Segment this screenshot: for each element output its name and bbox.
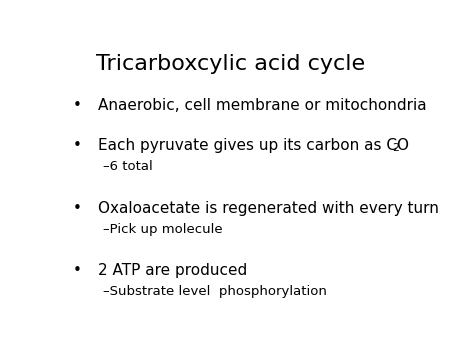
Text: Oxaloacetate is regenerated with every turn: Oxaloacetate is regenerated with every t…: [98, 201, 439, 216]
Text: 2 ATP are produced: 2 ATP are produced: [98, 263, 248, 278]
Text: •: •: [73, 263, 81, 278]
Text: Anaerobic, cell membrane or mitochondria: Anaerobic, cell membrane or mitochondria: [98, 98, 427, 113]
Text: –Substrate level  phosphorylation: –Substrate level phosphorylation: [104, 285, 327, 298]
Text: –Pick up molecule: –Pick up molecule: [104, 223, 223, 236]
Text: 2: 2: [392, 143, 399, 153]
Text: Tricarboxcylic acid cycle: Tricarboxcylic acid cycle: [96, 54, 365, 74]
Text: •: •: [73, 201, 81, 216]
Text: •: •: [73, 138, 81, 153]
Text: •: •: [73, 98, 81, 113]
Text: –6 total: –6 total: [104, 160, 153, 173]
Text: Each pyruvate gives up its carbon as CO: Each pyruvate gives up its carbon as CO: [98, 138, 409, 153]
